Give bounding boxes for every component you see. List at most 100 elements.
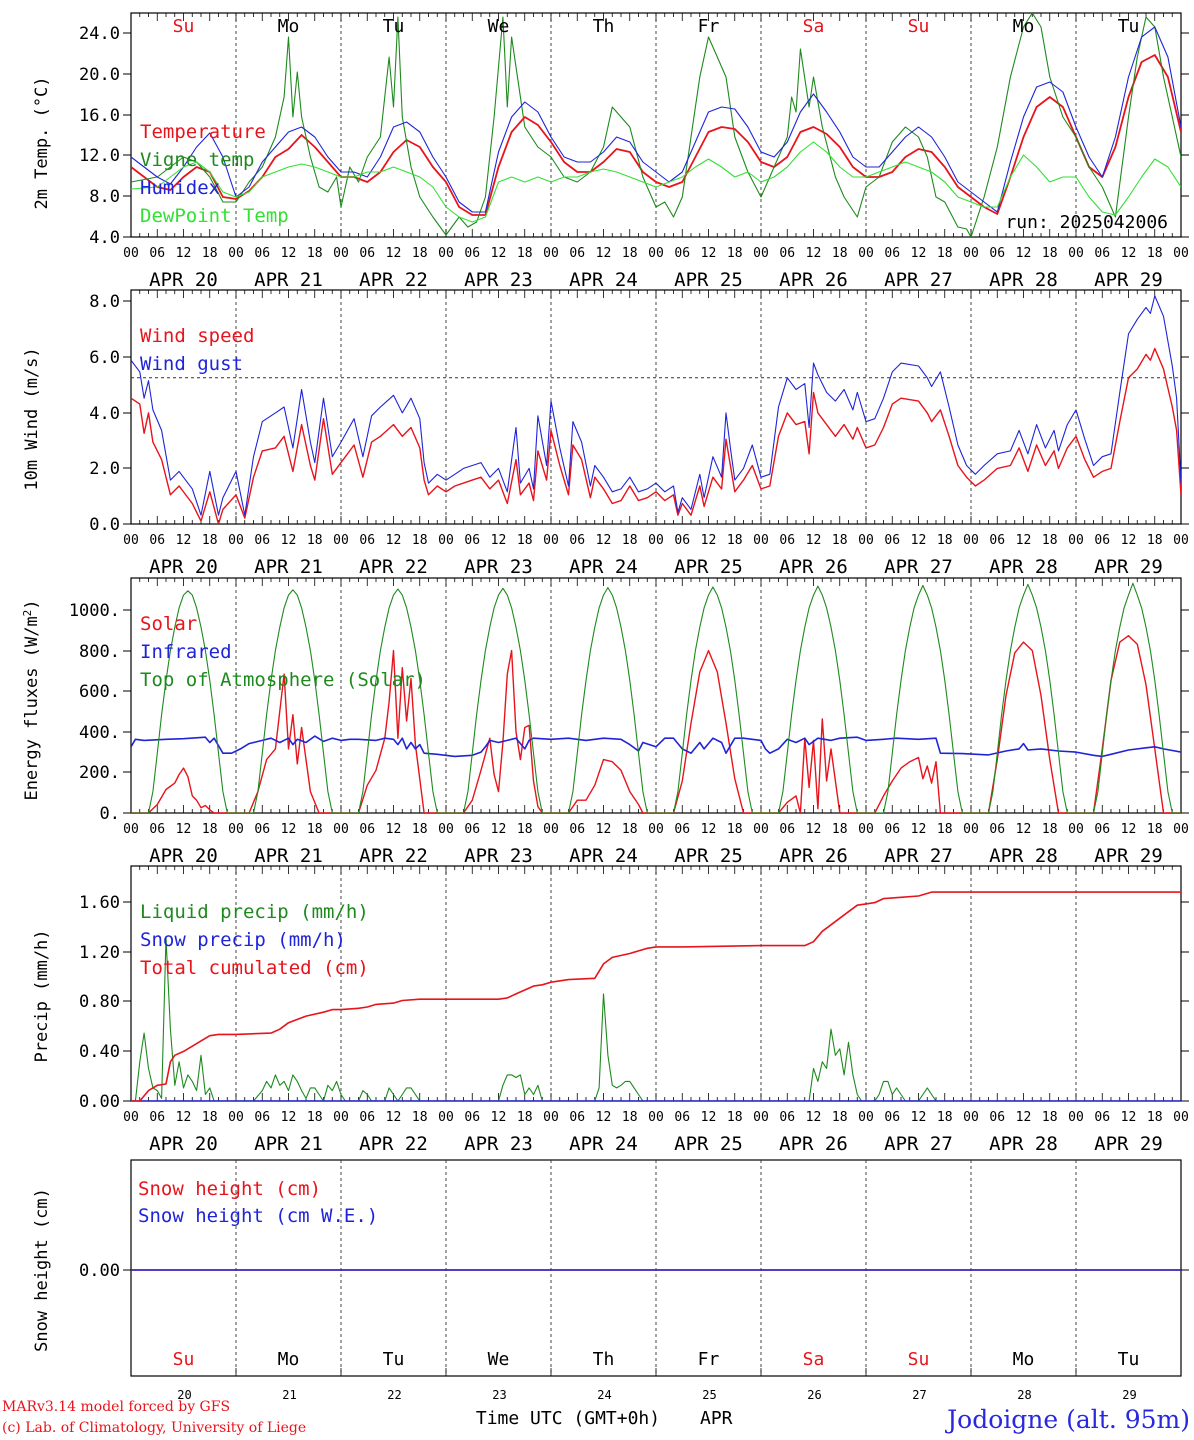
hour-tick-label: 12 — [701, 822, 717, 837]
y-tick-label: 24.0 — [79, 24, 120, 44]
run-annotation: run: 2025042006 — [1005, 212, 1168, 233]
day-number-label: 27 — [912, 1388, 926, 1402]
hour-tick-label: 00 — [753, 533, 769, 548]
credit-line-2: (c) Lab. of Climatology, University of L… — [2, 1420, 306, 1436]
legend-entry: Liquid precip (mm/h) — [140, 901, 369, 923]
hour-tick-label: 00 — [333, 533, 349, 548]
day-number-label: 22 — [387, 1388, 401, 1402]
y-tick-label: 1.60 — [79, 893, 120, 913]
date-label: APR 20 — [149, 1133, 218, 1155]
hour-tick-label: 18 — [202, 533, 218, 548]
day-number-label: 28 — [1017, 1388, 1031, 1402]
legend-entry: Snow height (cm W.E.) — [138, 1205, 378, 1227]
hour-tick-label: 00 — [228, 533, 244, 548]
legend-entry: Total cumulated (cm) — [140, 957, 369, 979]
panel-temperature: 4.0 8.0 12.0 16.0 20.0 24.0 2m Temp. (°C) Tempe… — [32, 12, 1189, 291]
day-of-week-label: Mo — [1013, 1349, 1035, 1370]
y-tick-label: 0.0 — [89, 515, 120, 535]
date-label: APR 27 — [884, 556, 953, 578]
hour-tick-label: 06 — [569, 533, 585, 548]
hour-tick-label: 06 — [1094, 1110, 1110, 1125]
day-of-week-label: Tu — [383, 16, 405, 37]
y-tick-label: 4.0 — [89, 404, 120, 424]
hour-tick-label: 12 — [596, 246, 612, 261]
hour-tick-label: 12 — [281, 246, 297, 261]
date-label: APR 26 — [779, 1133, 848, 1155]
y-tick-label: 0. — [100, 804, 120, 824]
legend-entry: Infrared — [140, 641, 232, 663]
hour-tick-label: 06 — [884, 246, 900, 261]
hour-tick-label: 00 — [228, 1110, 244, 1125]
hour-tick-label: 18 — [937, 246, 953, 261]
hour-tick-label: 18 — [727, 246, 743, 261]
hour-tick-label: 06 — [464, 533, 480, 548]
x-axis-month: APR — [700, 1408, 733, 1429]
date-label: APR 22 — [359, 556, 428, 578]
hour-tick-label: 12 — [1016, 1110, 1032, 1125]
hour-tick-label: 12 — [491, 1110, 507, 1125]
y-tick-label: 1.20 — [79, 943, 120, 963]
day-of-week-label: Tu — [1118, 1349, 1140, 1370]
hour-tick-label: 12 — [491, 822, 507, 837]
legend-entry: Vigne temp — [140, 149, 254, 171]
y-tick-label: 800. — [79, 642, 120, 662]
hour-tick-label: 12 — [176, 246, 192, 261]
hour-tick-label: 12 — [806, 246, 822, 261]
day-of-week-label: We — [488, 16, 510, 37]
series-dewpoint-temp — [131, 141, 1181, 223]
hour-tick-label: 00 — [648, 533, 664, 548]
hour-tick-label: 18 — [727, 533, 743, 548]
hour-tick-label: 00 — [963, 1110, 979, 1125]
hour-tick-label: 18 — [727, 1110, 743, 1125]
y-axis-label: 10m Wind (m/s) — [22, 347, 42, 490]
hour-tick-label: 18 — [307, 822, 323, 837]
hour-tick-label: 00 — [858, 533, 874, 548]
date-label: APR 23 — [464, 845, 533, 867]
y-tick-label: 8.0 — [89, 292, 120, 312]
hour-tick-label: 06 — [1094, 246, 1110, 261]
hour-tick-label: 00 — [228, 822, 244, 837]
hour-tick-label: 06 — [674, 822, 690, 837]
hour-tick-label: 06 — [779, 533, 795, 548]
hour-tick-label: 12 — [806, 1110, 822, 1125]
y-tick-label: 16.0 — [79, 106, 120, 126]
y-tick-label: 2.0 — [89, 459, 120, 479]
hour-tick-label: 18 — [727, 822, 743, 837]
legend-entry: DewPoint Temp — [140, 205, 289, 227]
hour-tick-label: 12 — [281, 533, 297, 548]
hour-tick-label: 06 — [359, 822, 375, 837]
hour-tick-label: 00 — [1068, 822, 1084, 837]
panel-wind: 0.0 2.0 4.0 6.0 8.0 10m Wind (m/s) Wind speed W… — [22, 289, 1189, 578]
hour-tick-label: 00 — [438, 1110, 454, 1125]
hour-tick-label: 00 — [963, 822, 979, 837]
hour-tick-label: 12 — [386, 533, 402, 548]
hour-tick-label: 12 — [176, 822, 192, 837]
legend-entry: Solar — [140, 613, 197, 635]
hour-tick-label: 18 — [622, 822, 638, 837]
hour-tick-label: 18 — [517, 533, 533, 548]
date-label: APR 22 — [359, 269, 428, 291]
hour-tick-label: 00 — [648, 822, 664, 837]
hour-tick-label: 00 — [333, 1110, 349, 1125]
hour-tick-label: 06 — [569, 246, 585, 261]
hour-tick-label: 18 — [1147, 1110, 1163, 1125]
date-label: APR 28 — [989, 269, 1058, 291]
hour-tick-label: 00 — [858, 1110, 874, 1125]
date-label: APR 29 — [1094, 845, 1163, 867]
hour-tick-label: 18 — [622, 1110, 638, 1125]
hour-tick-label: 12 — [281, 1110, 297, 1125]
hour-tick-label: 06 — [464, 1110, 480, 1125]
hour-tick-label: 12 — [1121, 822, 1137, 837]
hour-tick-label: 18 — [1147, 822, 1163, 837]
hour-tick-label: 06 — [989, 1110, 1005, 1125]
hour-tick-label: 00 — [543, 822, 559, 837]
hour-tick-label: 18 — [307, 246, 323, 261]
date-label: APR 28 — [989, 1133, 1058, 1155]
hour-tick-label: 12 — [1121, 1110, 1137, 1125]
day-of-week-label: Sa — [803, 1349, 825, 1370]
date-label: APR 24 — [569, 269, 638, 291]
date-label: APR 21 — [254, 269, 323, 291]
y-tick-label: 600. — [79, 682, 120, 702]
day-of-week-label: Th — [593, 1349, 615, 1370]
